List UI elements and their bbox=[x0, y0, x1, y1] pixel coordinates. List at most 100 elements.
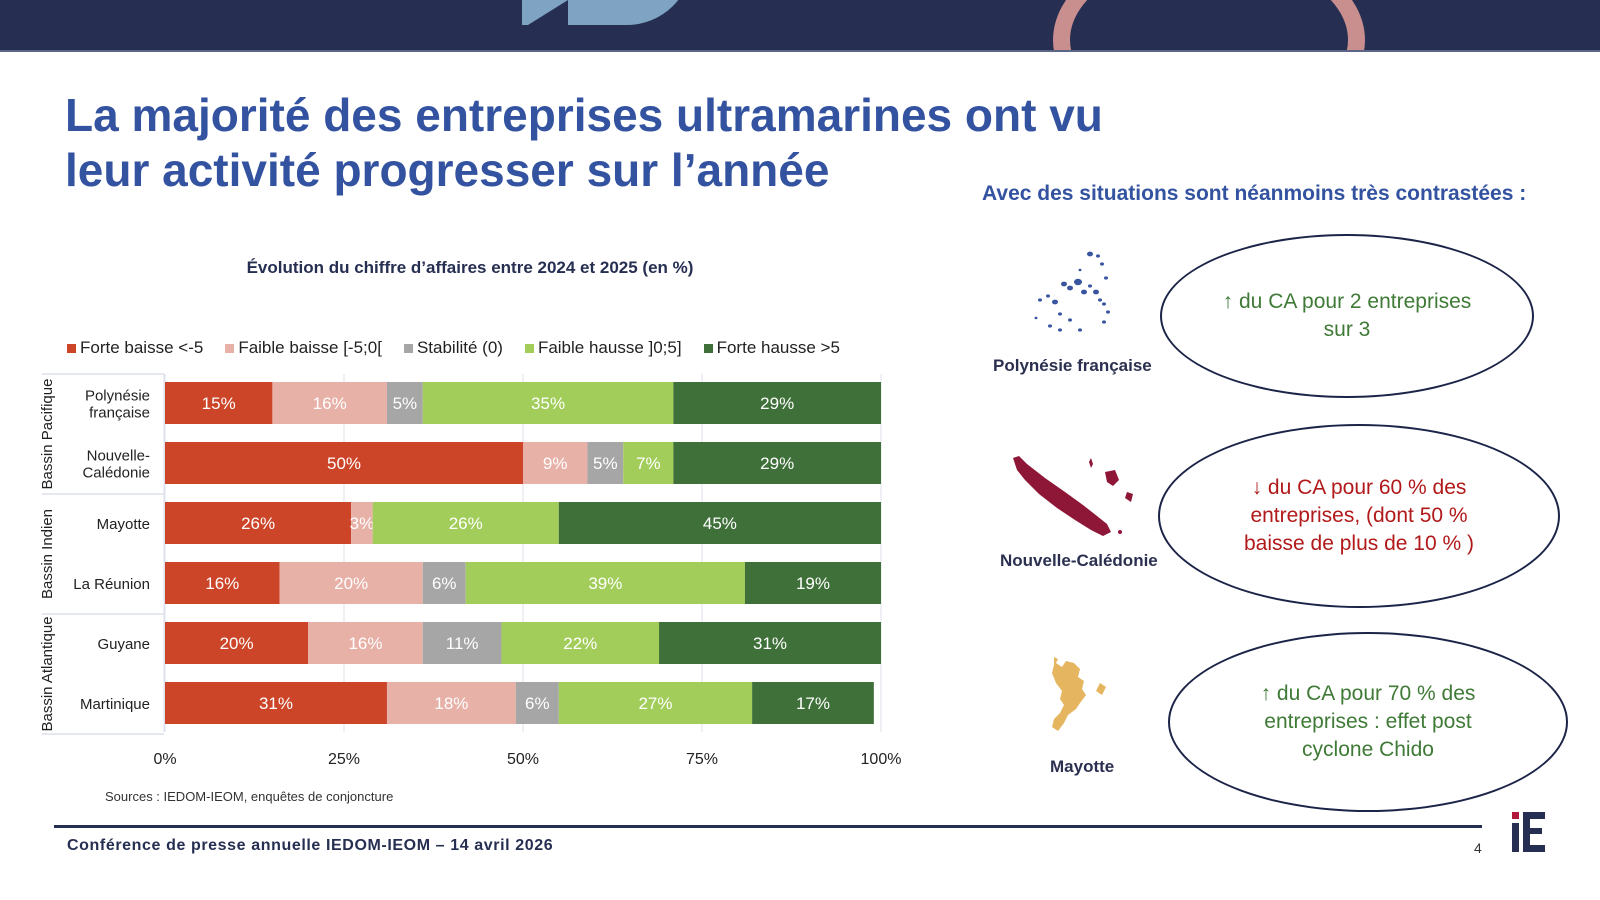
footer-divider bbox=[54, 825, 1482, 828]
bar-data-label: 16% bbox=[313, 394, 347, 413]
island-shape bbox=[1078, 268, 1082, 272]
group-label: Bassin Atlantique bbox=[39, 616, 56, 731]
bar-segment bbox=[165, 382, 273, 424]
bar-segment bbox=[386, 382, 423, 424]
category-label: Calédonie bbox=[82, 465, 150, 482]
legend-swatch bbox=[524, 343, 534, 353]
mayotte-map-icon bbox=[1052, 657, 1106, 731]
bar-data-label: 9% bbox=[543, 454, 568, 473]
bar-data-label: 31% bbox=[259, 694, 293, 713]
nouvelle-caledonie-map-icon bbox=[1013, 456, 1133, 536]
x-tick-label: 50% bbox=[507, 751, 539, 768]
slide-title: La majorité des entreprises ultramarines… bbox=[65, 89, 1103, 196]
bar-segment bbox=[744, 562, 881, 604]
legend-item: Faible baisse [-5;0[ bbox=[225, 338, 382, 358]
legend-label: Faible hausse ]0;5] bbox=[537, 338, 682, 357]
page-number: 4 bbox=[1474, 840, 1482, 856]
bar-segment bbox=[422, 562, 466, 604]
bar-segment bbox=[165, 682, 387, 724]
bar-segment bbox=[558, 682, 753, 724]
group-label: Bassin Indien bbox=[39, 509, 56, 599]
bar-data-label: 11% bbox=[446, 634, 479, 653]
island-shape bbox=[1061, 281, 1067, 287]
island-shape bbox=[1088, 284, 1092, 288]
island-shape bbox=[1058, 312, 1062, 316]
callout-ellipse-polynesie: ↑ du CA pour 2 entreprises sur 3 bbox=[1160, 234, 1534, 398]
legend-label: Stabilité (0) bbox=[416, 338, 503, 357]
island-shape bbox=[1100, 262, 1104, 266]
bar-data-label: 19% bbox=[796, 574, 830, 593]
island-shape bbox=[1048, 324, 1052, 328]
bar-segment bbox=[165, 622, 309, 664]
bar-segment bbox=[372, 502, 559, 544]
legend-label: Faible baisse [-5;0[ bbox=[238, 338, 382, 357]
bar-data-label: 35% bbox=[531, 394, 565, 413]
bar-data-label: 26% bbox=[241, 514, 275, 533]
chart-legend: Forte baisse <-5 Faible baisse [-5;0[ Stab… bbox=[67, 338, 840, 358]
banner-underline bbox=[0, 50, 1600, 52]
region-label-nouvelle-caledonie: Nouvelle-Calédonie bbox=[1000, 551, 1158, 570]
bar-segment bbox=[165, 562, 280, 604]
island-shape bbox=[1068, 318, 1072, 322]
banner-decoration-ring bbox=[1053, 0, 1365, 52]
bar-data-label: 7% bbox=[636, 454, 661, 473]
bar-data-label: 45% bbox=[703, 514, 737, 533]
bar-data-label: 31% bbox=[753, 634, 787, 653]
category-label: française bbox=[89, 405, 150, 422]
bar-data-label: 22% bbox=[563, 634, 597, 653]
bar-data-label: 27% bbox=[638, 694, 672, 713]
chart-source: Sources : IEDOM-IEOM, enquêtes de conjon… bbox=[105, 789, 394, 804]
category-label: Polynésie bbox=[85, 388, 150, 405]
island-shape bbox=[1046, 294, 1050, 298]
category-label: Martinique bbox=[80, 696, 150, 713]
bar-data-label: 20% bbox=[334, 574, 368, 593]
iedom-logo-icon bbox=[1512, 812, 1545, 852]
legend-item: Forte hausse >5 bbox=[703, 338, 840, 358]
island-shape bbox=[1093, 289, 1099, 295]
bar-segment bbox=[752, 682, 874, 724]
island-shape bbox=[1038, 298, 1042, 302]
polynesie-map-icon bbox=[1034, 251, 1110, 332]
legend-label: Forte hausse >5 bbox=[716, 338, 840, 357]
bar-data-label: 20% bbox=[220, 634, 254, 653]
island-shape bbox=[1034, 316, 1038, 320]
island-shape bbox=[1106, 310, 1110, 314]
bar-data-label: 17% bbox=[796, 694, 830, 713]
bar-data-label: 5% bbox=[393, 394, 418, 413]
bar-segment bbox=[351, 502, 373, 544]
legend-label: Forte baisse <-5 bbox=[80, 338, 204, 357]
x-tick-label: 100% bbox=[861, 751, 902, 768]
bar-data-label: 18% bbox=[434, 694, 468, 713]
legend-swatch bbox=[403, 343, 413, 353]
bar-segment bbox=[587, 442, 624, 484]
group-label: Bassin Pacifique bbox=[39, 379, 56, 490]
island-shape bbox=[1067, 285, 1073, 291]
bar-segment bbox=[386, 682, 516, 724]
x-tick-label: 25% bbox=[328, 751, 360, 768]
footer-text: Conférence de presse annuelle IEDOM-IEOM… bbox=[67, 837, 554, 854]
bar-segment bbox=[673, 442, 881, 484]
bar-data-label: 15% bbox=[202, 394, 236, 413]
island-shape bbox=[1074, 278, 1082, 286]
bar-segment bbox=[501, 622, 660, 664]
bar-data-label: 6% bbox=[432, 574, 457, 593]
bar-data-label: 50% bbox=[327, 454, 361, 473]
x-tick-label: 75% bbox=[686, 751, 718, 768]
island-shape bbox=[1078, 328, 1082, 332]
bar-segment bbox=[422, 622, 502, 664]
x-tick-label: 0% bbox=[153, 751, 176, 768]
island-shape bbox=[1087, 251, 1093, 257]
bar-data-label: 3% bbox=[350, 514, 375, 533]
legend-swatch bbox=[703, 343, 713, 353]
island-shape bbox=[1058, 328, 1062, 332]
chart-title: Évolution du chiffre d’affaires entre 20… bbox=[246, 258, 694, 277]
category-label: Mayotte bbox=[97, 516, 150, 533]
bar-segment bbox=[558, 502, 881, 544]
bar-segment bbox=[523, 442, 588, 484]
legend-item: Stabilité (0) bbox=[403, 338, 503, 358]
category-label: La Réunion bbox=[73, 576, 150, 593]
island-shape bbox=[1102, 320, 1106, 324]
bar-segment bbox=[623, 442, 674, 484]
legend-swatch bbox=[67, 343, 76, 353]
island-shape bbox=[1104, 276, 1108, 280]
